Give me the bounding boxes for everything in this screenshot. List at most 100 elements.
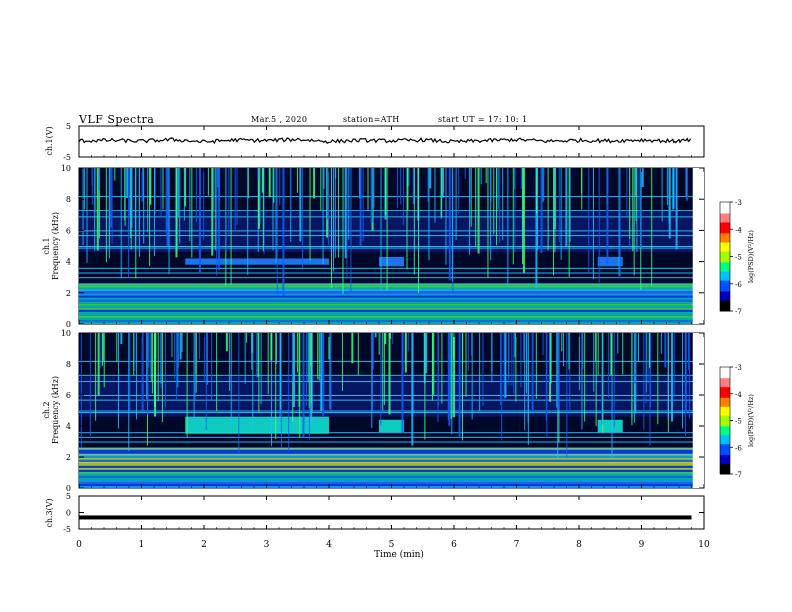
colorbar-cell	[720, 303, 730, 307]
sferic-line	[120, 168, 122, 279]
sferic-line	[402, 168, 404, 225]
spectrogram-low-band	[79, 469, 704, 472]
sferic-line	[500, 333, 502, 405]
x-tick-label: 4	[326, 540, 332, 550]
sferic-line	[189, 168, 191, 242]
y-tick-label: 2	[66, 289, 71, 298]
spectrogram-low-band	[79, 285, 704, 288]
sferic-line	[556, 333, 558, 408]
sferic-line	[470, 168, 472, 205]
sferic-line	[508, 333, 510, 386]
sferic-line	[270, 333, 273, 361]
sferic-line	[183, 168, 185, 221]
x-tick-label: 3	[264, 540, 270, 550]
sferic-line	[511, 333, 513, 386]
spectrogram-low-band	[79, 291, 704, 294]
sferic-line	[584, 333, 586, 422]
x-tick-label: 5	[389, 540, 395, 550]
sferic-line	[367, 168, 369, 211]
spectrogram-line	[79, 395, 704, 396]
colorbar-cell	[720, 397, 730, 400]
sferic-line	[513, 333, 515, 395]
spectrogram-low-band	[79, 475, 704, 478]
sferic-line	[199, 333, 201, 360]
x-tick-label: 2	[201, 540, 207, 550]
sferic-line	[114, 168, 116, 181]
colorbar-cell	[720, 254, 730, 257]
sferic-line	[475, 168, 477, 247]
sferic-line	[255, 333, 257, 378]
sferic-line	[602, 333, 604, 434]
sferic-line	[531, 333, 534, 413]
sferic-line	[323, 168, 325, 189]
colorbar-cell	[720, 413, 730, 416]
sferic-line	[639, 168, 641, 248]
sferic-line	[203, 168, 205, 240]
sferic-line	[617, 333, 619, 354]
spectrogram-low-band	[79, 473, 704, 476]
sferic-line	[502, 168, 504, 241]
sferic-line	[542, 168, 544, 202]
sferic-line	[482, 333, 484, 406]
sferic-line	[561, 333, 563, 352]
sferic-line	[320, 168, 322, 211]
sferic-line	[341, 333, 343, 391]
colorbar-cell	[720, 292, 730, 296]
sferic-line	[606, 168, 609, 265]
ch3-voltage-ylabel: ch.3(V)	[45, 498, 54, 527]
colorbar-cell	[720, 298, 730, 301]
colorbar-cell	[720, 436, 730, 439]
sferic-line	[380, 168, 382, 290]
sferic-line	[524, 333, 526, 431]
sferic-line	[562, 333, 564, 367]
colorbar-cell	[720, 241, 730, 245]
hiss-band	[185, 416, 329, 434]
sferic-line	[161, 333, 163, 423]
colorbar-cell	[720, 429, 730, 432]
sferic-line	[338, 168, 340, 258]
sferic-line	[668, 168, 670, 224]
sferic-line	[448, 168, 451, 281]
sferic-line	[490, 168, 492, 261]
sferic-line	[667, 333, 669, 421]
sferic-line	[610, 333, 613, 376]
sferic-line	[194, 333, 196, 400]
sferic-line	[626, 168, 628, 217]
spectrogram-low-band	[79, 313, 704, 316]
sferic-line	[588, 168, 590, 273]
sferic-line	[153, 168, 155, 256]
sferic-line	[128, 168, 130, 278]
spectrogram-low-band	[79, 457, 704, 460]
sferic-line	[134, 168, 136, 247]
sferic-line	[537, 168, 539, 251]
colorbar-cell	[720, 465, 730, 468]
sferic-line	[633, 168, 635, 276]
sferic-line	[293, 333, 296, 407]
sferic-line	[155, 333, 157, 360]
sferic-line	[485, 168, 487, 184]
colorbar-cell	[720, 375, 730, 379]
sferic-line	[186, 333, 188, 438]
colorbar-cell	[720, 406, 730, 409]
sferic-line	[477, 168, 480, 254]
sferic-line	[507, 168, 509, 287]
colorbar-cell	[720, 267, 730, 270]
sferic-line	[282, 168, 285, 296]
sferic-line	[206, 333, 208, 385]
sferic-line	[334, 168, 336, 258]
sferic-line	[130, 168, 133, 228]
sferic-line	[94, 168, 96, 213]
sferic-line	[171, 333, 173, 358]
sferic-line	[225, 333, 228, 352]
spectrogram-line	[79, 436, 704, 438]
sferic-line	[153, 333, 156, 407]
sferic-line	[385, 168, 387, 215]
colorbar-cell	[720, 223, 730, 227]
colorbar-cell	[720, 307, 730, 310]
colorbar-cell	[720, 472, 730, 475]
sferic-line	[129, 168, 131, 238]
spectrogram-line	[79, 196, 704, 198]
sferic-line	[384, 333, 387, 345]
sferic-line	[257, 168, 259, 180]
